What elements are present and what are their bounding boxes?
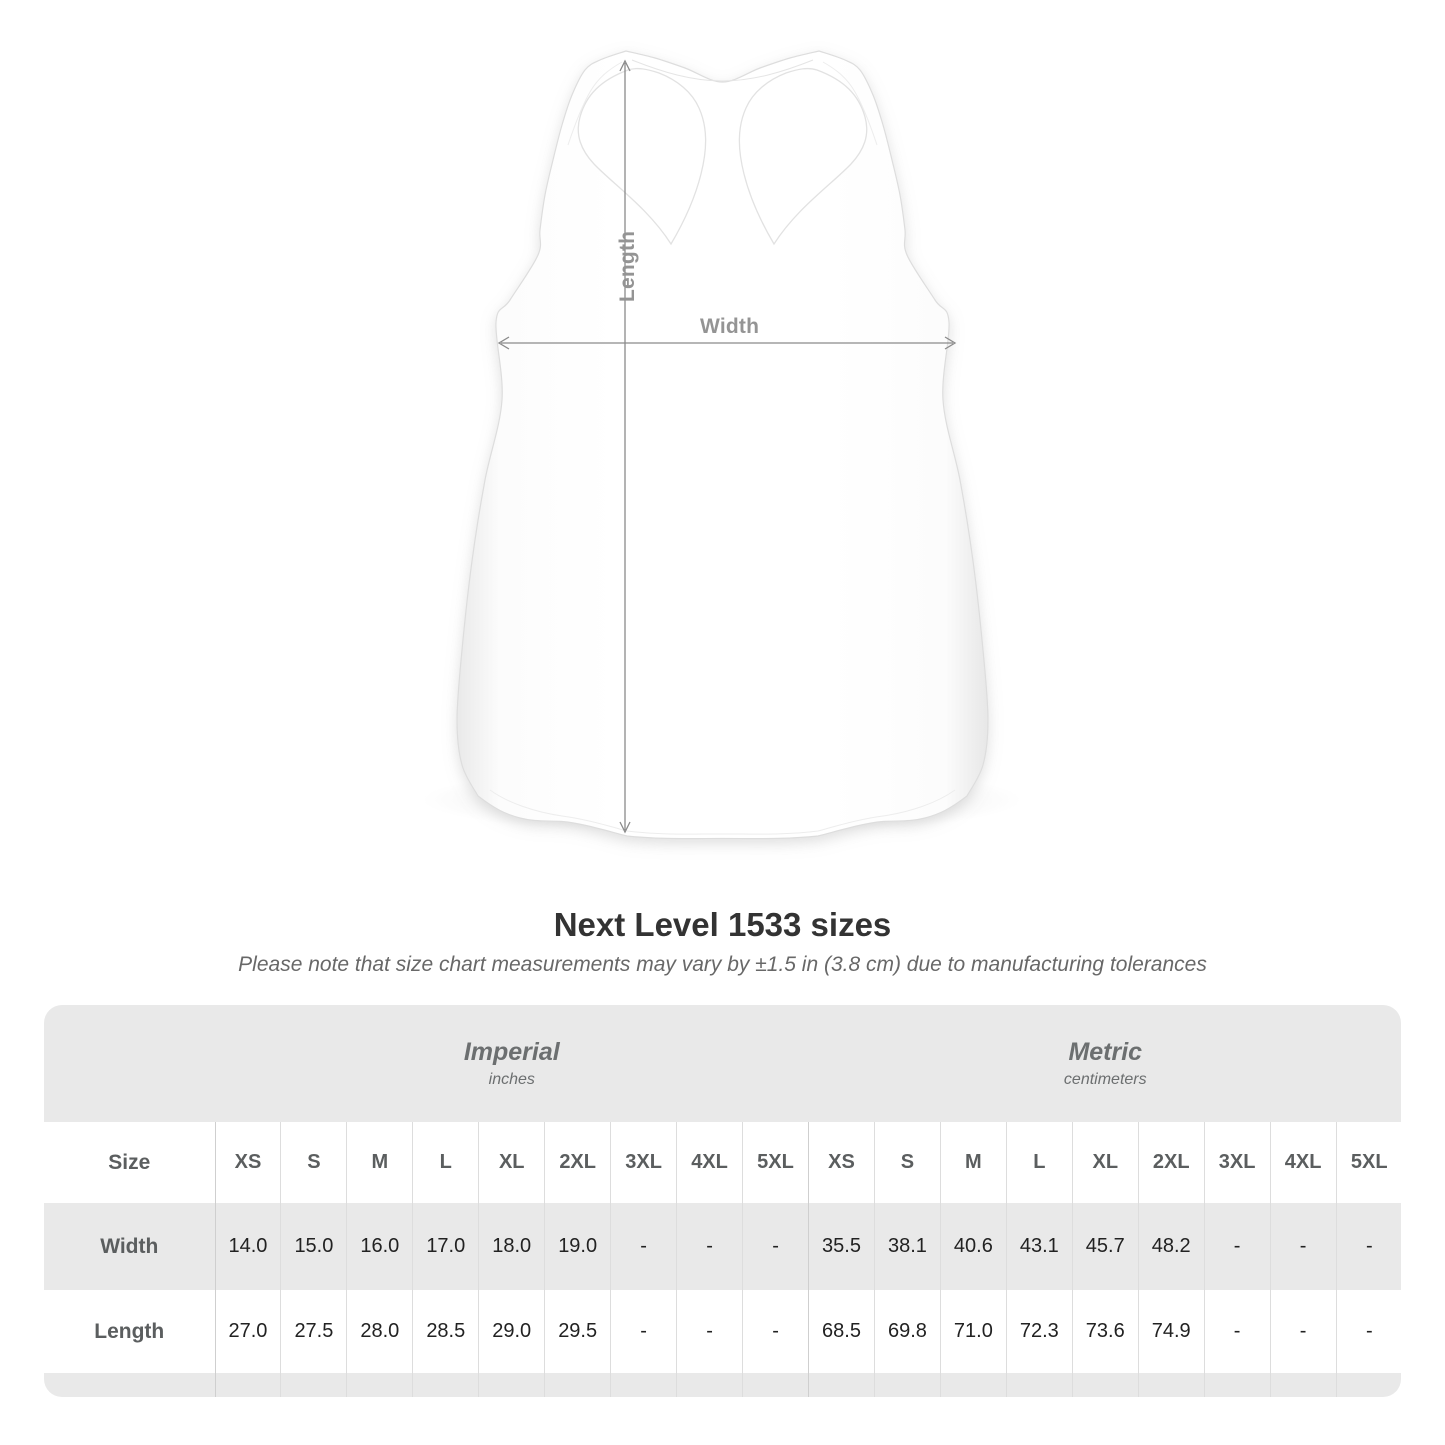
svg-text:Length: Length	[616, 231, 639, 302]
svg-text:Width: Width	[700, 315, 759, 338]
